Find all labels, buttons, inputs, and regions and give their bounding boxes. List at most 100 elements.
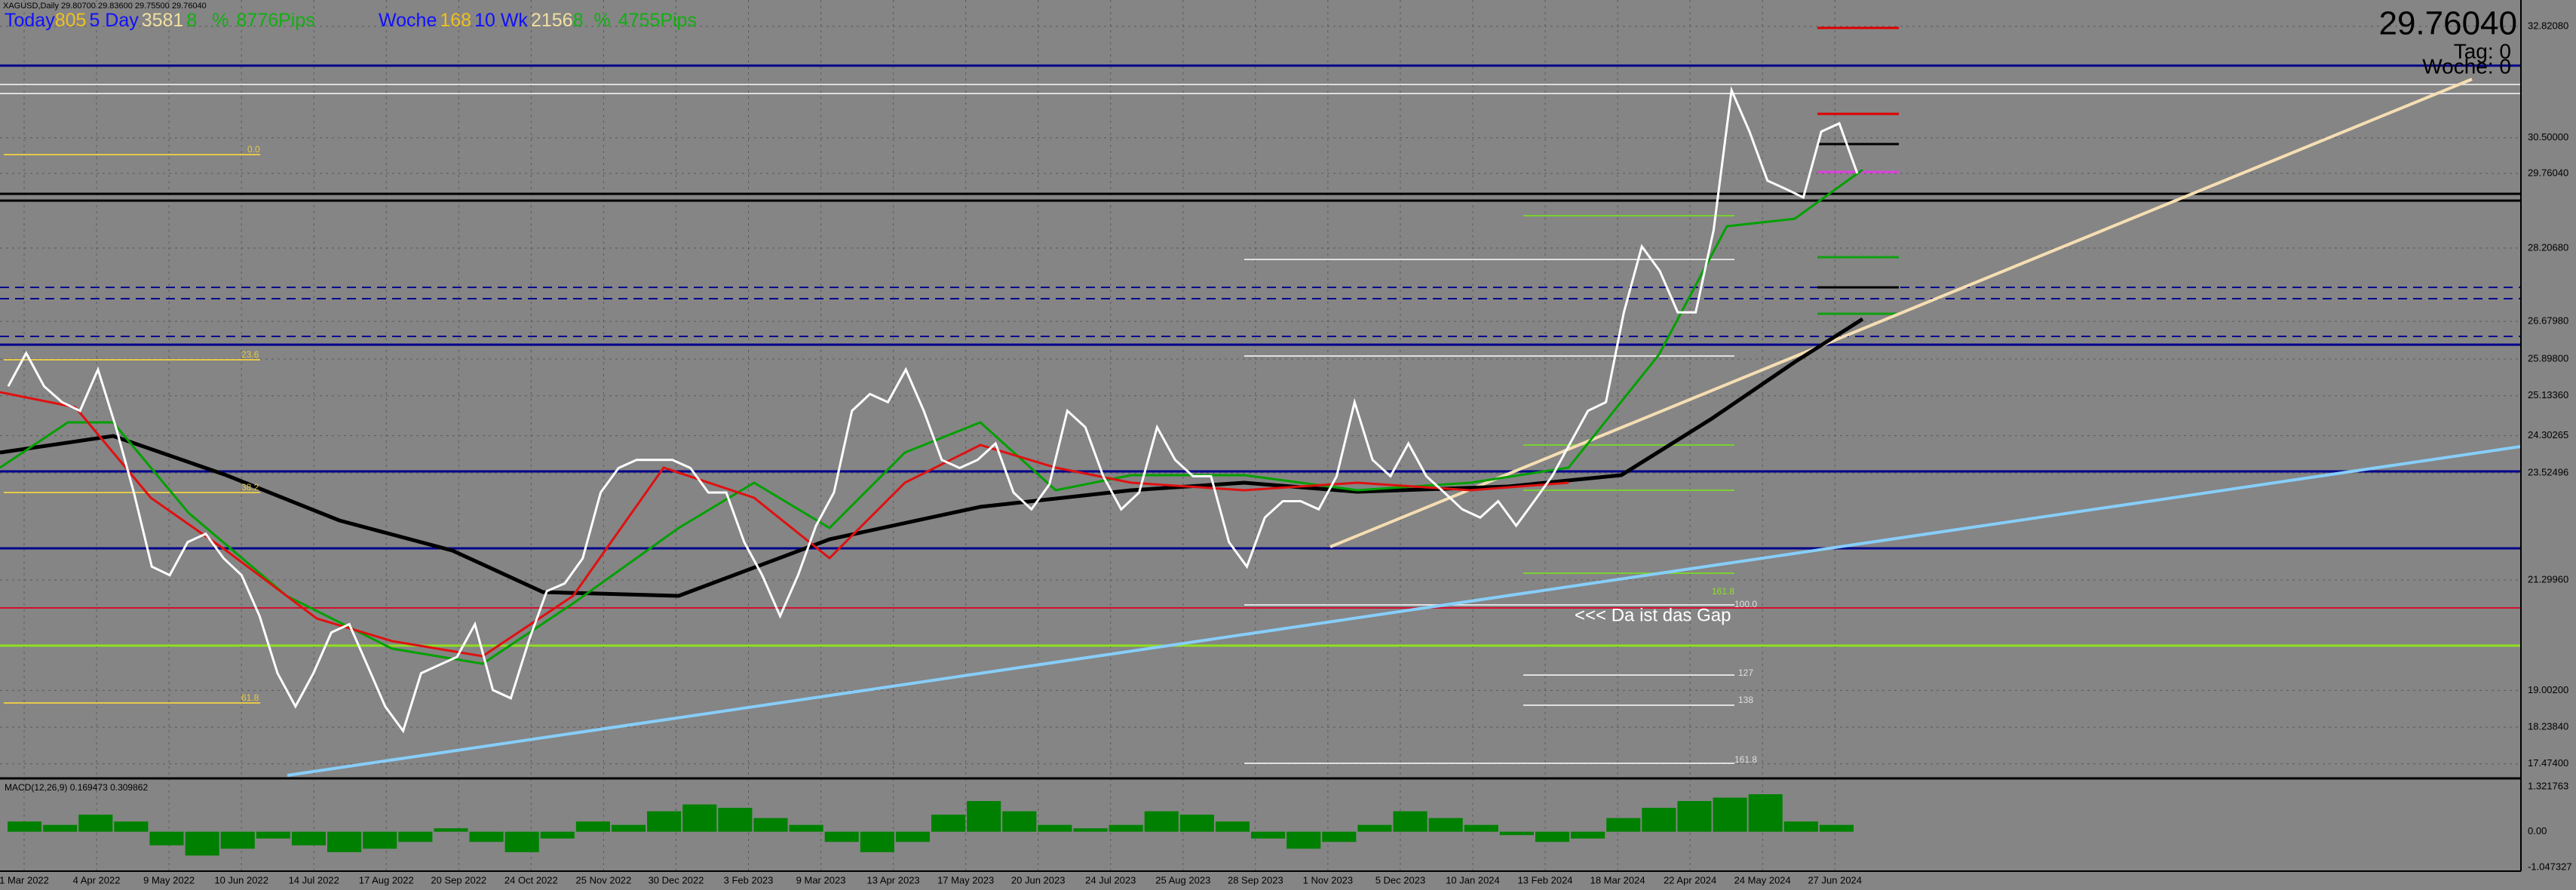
macd-bar [647, 811, 682, 832]
trend-line [1329, 78, 2473, 548]
date-label: 27 Jun 2024 [1808, 874, 1862, 885]
fib-label: 161.8 [1734, 754, 1757, 765]
price-tick-label: 26.67980 [2528, 315, 2568, 327]
date-label: 10 Jun 2022 [214, 874, 268, 885]
macd-bar [434, 828, 468, 832]
macd-bar [1535, 831, 1570, 842]
macd-bar [1677, 801, 1712, 832]
fib-label: 127 [1738, 668, 1753, 678]
macd-bar [1748, 794, 1783, 832]
macd-bar [1073, 828, 1108, 832]
date-label: 24 Oct 2022 [504, 874, 558, 885]
date-label: 17 May 2023 [937, 874, 994, 885]
fib-right [1244, 259, 1734, 764]
moving-average [0, 317, 1864, 598]
macd-bar [1464, 824, 1498, 832]
macd-bar [1499, 831, 1534, 836]
date-label: 13 Feb 2024 [1518, 874, 1573, 885]
macd-bar [291, 831, 327, 846]
price-tick-label: 17.47400 [2528, 757, 2568, 769]
date-label: 14 Jul 2022 [289, 874, 339, 885]
macd-bar [789, 824, 823, 832]
fib-label: 100.0 [1734, 599, 1757, 609]
macd-bar [469, 831, 504, 842]
price-series [7, 86, 1859, 734]
date-label: 24 May 2024 [1734, 874, 1791, 885]
macd-bar [967, 801, 1001, 832]
week-counter: Woche: 0 [2422, 54, 2511, 78]
macd-bar [1819, 824, 1854, 832]
date-label: 4 Apr 2022 [73, 874, 121, 885]
macd-bar [1322, 831, 1357, 842]
macd-bar [1571, 831, 1605, 839]
macd-bar [753, 818, 788, 832]
macd-bar [504, 831, 539, 852]
macd-bar [1038, 824, 1072, 832]
macd-bar [78, 815, 113, 832]
levels [0, 64, 2521, 550]
tag-counter: Tag: 0 [2454, 39, 2511, 63]
macd-bar [682, 804, 717, 832]
fib-label: 138 [1738, 695, 1753, 705]
fib-green [1523, 215, 1734, 574]
close-line [7, 86, 1859, 734]
fib-label: 0.0 [247, 144, 260, 155]
macd-bar [1783, 821, 1818, 832]
macd-bar [1393, 811, 1428, 832]
date-label: 24 Jul 2023 [1085, 874, 1136, 885]
fib-label: 61.8 [241, 692, 259, 703]
price-tick-label: 30.50000 [2528, 131, 2568, 143]
date-label: 20 Sep 2022 [431, 874, 486, 885]
date-label: 22 Apr 2024 [1664, 874, 1716, 885]
date-label: 9 Mar 2023 [796, 874, 846, 885]
macd-bar [114, 821, 149, 832]
macd-bar [575, 821, 610, 832]
trend-line [287, 445, 2522, 777]
today-stats: Today805 5 Day 3581 8% 8776Pips [5, 10, 315, 31]
macd-bar [1713, 797, 1747, 832]
current-price: 29.76040 [2378, 5, 2517, 42]
date-label: 9 May 2022 [143, 874, 195, 885]
price-tick-label: 28.20680 [2528, 241, 2568, 253]
moving-average [0, 168, 1863, 665]
macd-bar [327, 831, 362, 852]
price-tick-label: 23.52496 [2528, 467, 2568, 478]
macd-tick-label: 0.00 [2528, 825, 2547, 836]
price-tick-label: 19.00200 [2528, 684, 2568, 695]
macd-bar [931, 815, 966, 832]
macd-bar [1215, 821, 1250, 832]
fib-label: 161.8 [1712, 586, 1734, 597]
price-tick-label: 29.76040 [2528, 167, 2568, 178]
price-tick-label: 32.82080 [2528, 20, 2568, 31]
macd-bar [398, 831, 433, 842]
macd-bar [1286, 831, 1321, 849]
macd-bar [1251, 831, 1286, 839]
macd-bar [718, 808, 753, 832]
price-tick-label: 25.89800 [2528, 352, 2568, 364]
symbol-info: XAGUSD,Daily 29.80700 29.83600 29.75500 … [3, 2, 207, 11]
macd-bar [1179, 815, 1214, 832]
macd-bar [1642, 808, 1676, 832]
moving-average [0, 391, 1569, 658]
macd-bar [1002, 811, 1037, 832]
macd-label: MACD(12,26,9) 0.169473 0.309862 [5, 782, 148, 793]
fib-left [4, 154, 260, 704]
macd-bar [1109, 824, 1143, 832]
macd-bar [1357, 824, 1392, 832]
date-label: 30 Dec 2022 [649, 874, 704, 885]
macd-bar [1428, 818, 1463, 832]
fib-label: 23.6 [241, 349, 259, 360]
macd-bar [1606, 818, 1641, 832]
fib-label: 38.2 [241, 482, 259, 493]
macd-bar [220, 831, 255, 849]
price-tick-label: 25.13360 [2528, 389, 2568, 400]
date-label: 10 Jan 2024 [1446, 874, 1500, 885]
price-tick-label: 18.23840 [2528, 721, 2568, 732]
price-tick-label: 24.30265 [2528, 429, 2568, 440]
macd-panel [8, 794, 1854, 856]
date-label: 28 Sep 2023 [1228, 874, 1283, 885]
macd-bar [540, 831, 575, 839]
target-lines [1817, 26, 1899, 315]
